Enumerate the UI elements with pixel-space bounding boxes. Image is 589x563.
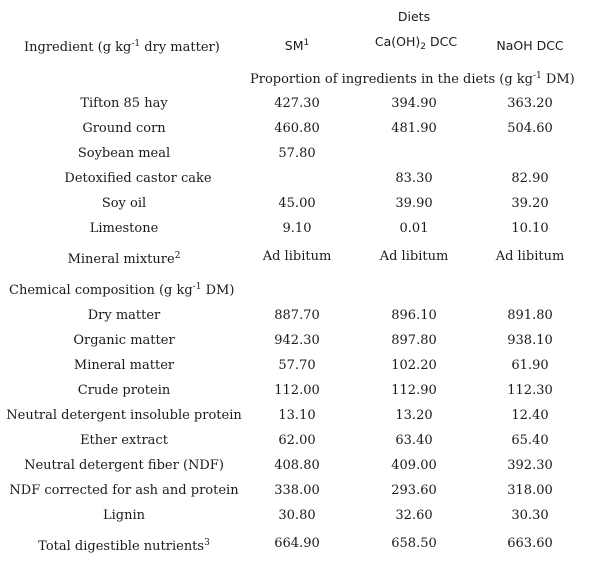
tdn-sup: 3: [204, 538, 210, 548]
ingredient-label: Soybean meal: [77, 146, 171, 161]
composition-label: Neutral detergent insoluble protein: [6, 408, 242, 423]
composition-value-caoh: 112.90: [391, 383, 437, 398]
ingredient-value-naoh: 39.20: [511, 196, 549, 211]
ingredient-value-sm: 460.80: [274, 121, 320, 136]
ingredient-value-caoh: 481.90: [391, 121, 437, 136]
ingredient-value-caoh: 83.30: [395, 171, 433, 186]
mineral-mixture-text: Mineral mixture: [67, 252, 175, 267]
col-header-naoh: NaOH DCC: [496, 38, 564, 53]
chemical-composition-text: Chemical composition (g kg: [9, 283, 193, 298]
ingredient-value-naoh: 10.10: [511, 221, 549, 236]
composition-label: NDF corrected for ash and protein: [9, 483, 239, 498]
ingredient-header-sup: -1: [131, 39, 141, 49]
col-header-caoh: Ca(OH)2 DCC: [374, 34, 458, 52]
proportion-header-text: Proportion of ingredients in the diets (…: [250, 72, 533, 87]
ingredient-value-caoh: 39.90: [395, 196, 433, 211]
composition-value-naoh: 938.10: [507, 333, 553, 348]
composition-value-caoh: 896.10: [391, 308, 437, 323]
ingredient-value-naoh: 504.60: [507, 121, 553, 136]
composition-value-caoh: 13.20: [395, 408, 433, 423]
ingredient-label: Ground corn: [82, 121, 166, 136]
ingredient-value-sm: 9.10: [282, 221, 312, 236]
ingredient-header: Ingredient (g kg-1 dry matter): [24, 40, 220, 56]
composition-value-naoh: 891.80: [507, 308, 553, 323]
composition-value-sm: 112.00: [274, 383, 320, 398]
proportion-header-suffix: DM): [541, 72, 575, 87]
composition-label: Crude protein: [77, 383, 171, 398]
ingredient-label: Soy oil: [101, 196, 147, 211]
ingredient-value-sm: 427.30: [274, 96, 320, 111]
ingredient-label: Limestone: [89, 221, 159, 236]
composition-value-naoh: 61.90: [511, 358, 549, 373]
mineral-mixture-sup: 2: [174, 251, 181, 261]
composition-value-sm: 408.80: [274, 458, 320, 473]
tdn-value-caoh: 658.50: [391, 536, 437, 551]
mineral-value-caoh: Ad libitum: [379, 249, 449, 264]
mineral-value-naoh: Ad libitum: [495, 249, 565, 264]
mineral-mixture-label: Mineral mixture2: [68, 252, 181, 268]
ingredient-header-text: Ingredient (g kg: [24, 40, 132, 55]
composition-label: Dry matter: [87, 308, 161, 323]
composition-label: Lignin: [102, 508, 146, 523]
composition-value-sm: 62.00: [278, 433, 316, 448]
composition-value-sm: 887.70: [274, 308, 320, 323]
chemical-composition-header: Chemical composition (g kg-1 DM): [9, 283, 234, 299]
col-header-sm-text: SM: [284, 38, 304, 53]
composition-value-sm: 942.30: [274, 333, 320, 348]
composition-value-naoh: 318.00: [507, 483, 553, 498]
composition-label: Neutral detergent fiber (NDF): [24, 458, 224, 473]
ingredient-label: Tifton 85 hay: [80, 96, 168, 111]
col-header-caoh-sub: 2: [420, 42, 427, 52]
composition-value-caoh: 293.60: [391, 483, 437, 498]
mineral-value-sm: Ad libitum: [262, 249, 332, 264]
composition-value-naoh: 112.30: [507, 383, 553, 398]
tdn-value-sm: 664.90: [274, 536, 320, 551]
composition-value-naoh: 65.40: [511, 433, 549, 448]
col-header-sm-sup: 1: [303, 38, 310, 48]
ingredient-value-sm: 57.80: [278, 146, 316, 161]
composition-value-naoh: 392.30: [507, 458, 553, 473]
composition-value-naoh: 30.30: [511, 508, 549, 523]
composition-label: Mineral matter: [73, 358, 175, 373]
composition-label: Ether extract: [80, 433, 168, 448]
ingredient-value-naoh: 82.90: [511, 171, 549, 186]
col-header-caoh-suffix: DCC: [426, 34, 458, 49]
composition-value-sm: 57.70: [278, 358, 316, 373]
tdn-value-naoh: 663.60: [507, 536, 553, 551]
chemical-composition-sup: -1: [192, 282, 202, 292]
composition-value-caoh: 897.80: [391, 333, 437, 348]
chemical-composition-suffix: DM): [201, 283, 235, 298]
composition-value-caoh: 102.20: [391, 358, 437, 373]
composition-value-sm: 30.80: [278, 508, 316, 523]
composition-value-caoh: 63.40: [395, 433, 433, 448]
proportion-header-sup: -1: [532, 71, 542, 81]
ingredient-label: Detoxified castor cake: [64, 171, 212, 186]
composition-value-sm: 13.10: [278, 408, 316, 423]
composition-value-caoh: 409.00: [391, 458, 437, 473]
ingredient-header-suffix: dry matter): [140, 40, 220, 55]
composition-label: Organic matter: [73, 333, 175, 348]
ingredient-value-caoh: 394.90: [391, 96, 437, 111]
composition-value-caoh: 32.60: [395, 508, 433, 523]
tdn-text: Total digestible nutrients: [38, 539, 205, 554]
ingredient-value-caoh: 0.01: [399, 221, 429, 236]
tdn-label: Total digestible nutrients3: [38, 539, 210, 555]
diets-header: Diets: [397, 9, 431, 24]
composition-value-naoh: 12.40: [511, 408, 549, 423]
col-header-caoh-prefix: Ca(OH): [374, 34, 421, 49]
proportion-header: Proportion of ingredients in the diets (…: [250, 72, 575, 88]
ingredient-value-naoh: 363.20: [507, 96, 553, 111]
ingredient-value-sm: 45.00: [278, 196, 316, 211]
col-header-sm: SM1: [285, 38, 309, 54]
composition-value-sm: 338.00: [274, 483, 320, 498]
